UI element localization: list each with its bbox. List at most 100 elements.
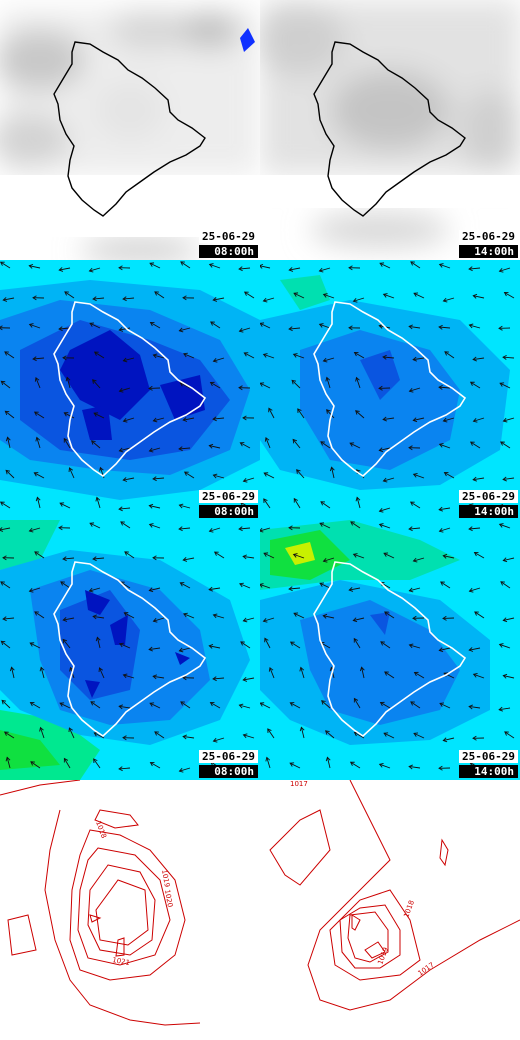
wind-arrow-head [438, 263, 444, 268]
wind-arrow [150, 322, 161, 329]
wind-arrow [469, 267, 481, 270]
wind-arrow-head [208, 443, 214, 449]
wind-arrow [123, 477, 135, 481]
wind-arrow-head [260, 263, 264, 269]
wind-arrow [93, 557, 105, 560]
wind-arrow [353, 617, 365, 621]
wind-arrow-head [502, 557, 508, 563]
wind-arrow-head [92, 556, 97, 562]
wind-arrow-head [28, 323, 34, 328]
wind-map [260, 260, 520, 520]
wind-arrow [323, 615, 335, 619]
wind-arrow [289, 267, 301, 271]
wind-arrow [209, 645, 221, 649]
wind-arrow-head [148, 587, 154, 593]
wind-arrow [93, 615, 105, 619]
wind-arrow [68, 727, 75, 739]
wind-arrow-head [152, 617, 158, 623]
wind-arrow [321, 700, 331, 709]
wind-arrow-head [122, 417, 128, 423]
wind-arrow-head [29, 702, 35, 707]
wind-arrow [500, 581, 511, 589]
wind-arrow [323, 293, 335, 299]
wind-arrow-head [5, 436, 11, 442]
wind-arrow [290, 702, 301, 709]
wind-arrow [154, 731, 165, 739]
wind-arrow-head [408, 445, 413, 451]
time-label: 08:00h [199, 505, 258, 518]
wind-arrow [210, 702, 221, 709]
wind-arrow [439, 263, 451, 269]
wind-arrow [119, 643, 131, 649]
wind-arrow-head [152, 476, 157, 482]
wind-arrow [503, 417, 515, 422]
wind-arrow-head [90, 701, 96, 706]
wind-arrow [209, 445, 221, 449]
wind-arrow-head [118, 506, 123, 512]
wind-arrow-head [468, 704, 473, 710]
wind-arrow-head [268, 666, 274, 672]
wind-arrow [149, 262, 161, 269]
wind-arrow-head [178, 446, 183, 452]
wind-arrow-head [209, 381, 215, 387]
wind-arrow [213, 417, 225, 420]
wind-arrow-head [0, 325, 3, 331]
wind-arrow-head [63, 412, 69, 417]
wind-arrow-head [297, 408, 302, 413]
wind-arrow-head [438, 324, 443, 330]
wind-arrow-head [293, 292, 299, 297]
wind-arrow-head [438, 384, 443, 390]
wind-arrow [409, 325, 421, 329]
wind-arrow-head [288, 326, 293, 332]
wind-arrow [179, 647, 191, 652]
isobar-label: 1017 [417, 961, 436, 978]
wind-arrow-head [98, 667, 104, 672]
wind-arrow-head [118, 766, 123, 772]
wind-arrow-head [355, 496, 361, 502]
wind-arrow [63, 758, 71, 769]
isobar-map: 1018 1019 1020 1021 [0, 780, 201, 1026]
timestamp-label: 25-06-29 08:00h [199, 490, 258, 518]
wind-arrow-head [264, 637, 269, 643]
wind-arrow [213, 474, 225, 479]
wind-arrow-head [62, 556, 67, 562]
wind-arrow-head [238, 266, 243, 272]
wind-arrow-head [353, 697, 359, 703]
wind-arrow-head [149, 761, 155, 767]
wind-arrow-head [264, 436, 270, 442]
wind-arrow [292, 439, 301, 449]
wind-arrow [379, 507, 391, 512]
wind-arrow [289, 762, 301, 769]
wind-arrow [153, 354, 165, 359]
wind-arrow [240, 442, 251, 449]
wind-arrow-head [412, 615, 417, 621]
wind-arrow-head [34, 611, 39, 616]
wind-arrow [239, 583, 251, 589]
wind-arrow-head [62, 617, 68, 622]
wind-arrow-head [34, 551, 39, 556]
wind-arrow-head [239, 442, 245, 447]
wind-arrow-head [28, 587, 34, 593]
island-coastline [53, 41, 206, 217]
wind-arrow-head [180, 261, 185, 266]
wind-arrow-head [212, 737, 218, 743]
wind-arrow-head [408, 643, 414, 649]
wind-arrow [0, 581, 11, 589]
isobar-line [269, 809, 331, 886]
date-label: 25-06-29 [199, 490, 258, 503]
isobar-label: 1019 [160, 869, 171, 888]
wind-arrow [1, 700, 11, 709]
wind-arrow [180, 701, 191, 709]
wind-arrow [180, 382, 191, 389]
wind-arrow [469, 647, 481, 651]
wind-arrow-head [178, 526, 183, 532]
wind-arrow-head [212, 416, 217, 422]
wind-arrow [180, 261, 191, 269]
timestamp-label: 25-06-29 08:00h [199, 230, 258, 258]
wind-arrow [353, 638, 361, 649]
wind-arrows [260, 261, 515, 513]
island-coastline [53, 561, 207, 738]
wind-arrow [260, 584, 271, 589]
wind-arrow-head [39, 666, 45, 672]
wind-arrow-head [182, 417, 188, 422]
